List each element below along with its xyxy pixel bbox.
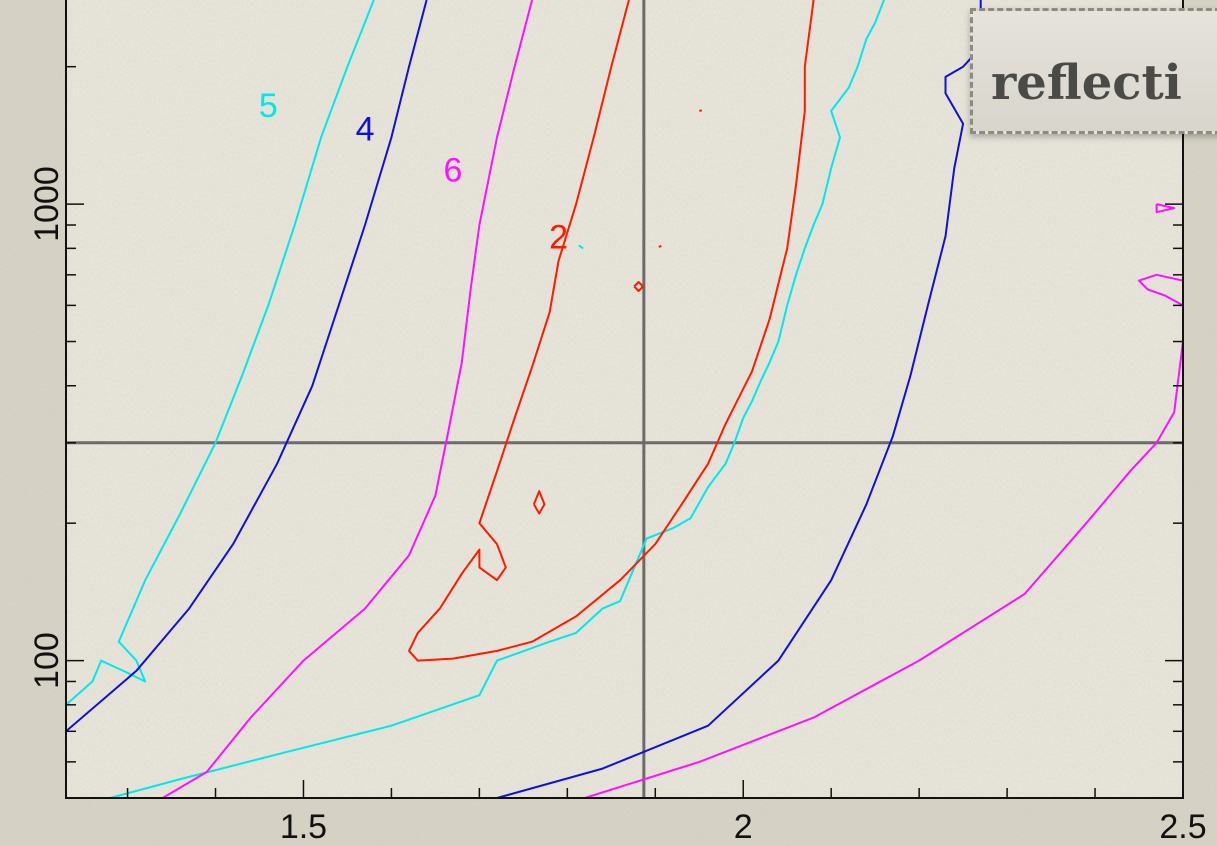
contour-label-2: 2 <box>549 218 568 256</box>
contour-level-5-path-2 <box>578 244 584 250</box>
contour-label-6: 6 <box>444 152 463 190</box>
contour-level-6-path-6 <box>584 341 1183 798</box>
contour-level-6-path-8 <box>1138 273 1183 307</box>
contour-level-6-path-5 <box>162 0 534 798</box>
contour-level-2-path-10 <box>532 490 546 515</box>
contour-level-2-path-13 <box>699 109 703 112</box>
title-text: reflecti <box>991 55 1182 111</box>
contour-level-5-path-0 <box>66 0 375 706</box>
y-tick-label-100: 100 <box>28 632 66 689</box>
y-tick-label-1000: 1000 <box>28 166 66 242</box>
contour-level-6-path-7 <box>1155 203 1176 214</box>
x-tick-label-1.5: 1.5 <box>280 808 327 846</box>
contour-level-4-path-3 <box>66 0 428 733</box>
contour-label-4: 4 <box>356 110 375 148</box>
title-card: reflecti <box>970 8 1217 134</box>
contour-level-2-path-11 <box>633 281 644 292</box>
contour-level-2-path-9 <box>408 0 815 662</box>
contour-label-5: 5 <box>259 87 278 125</box>
contour-level-5-path-1 <box>109 0 885 798</box>
x-tick-label-2.5: 2.5 <box>1159 808 1206 846</box>
plot-frame <box>65 0 1184 799</box>
x-tick-label-2: 2 <box>734 808 753 846</box>
contour-level-4-path-4 <box>496 0 982 798</box>
contour-level-2-path-12 <box>658 244 662 248</box>
